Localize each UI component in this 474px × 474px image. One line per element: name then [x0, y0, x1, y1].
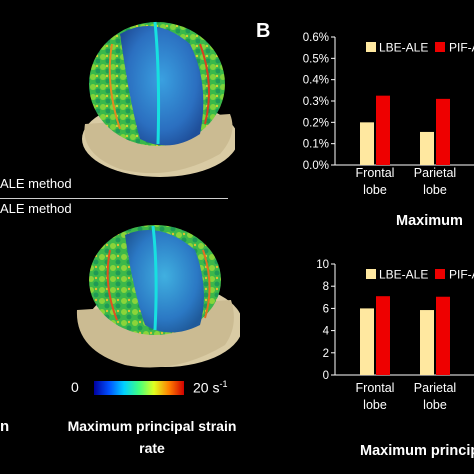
- brain-image-top: [82, 21, 235, 177]
- y-tick-label: 0.3%: [303, 96, 329, 108]
- y-tick-label: 10: [316, 259, 329, 271]
- left-caption-line2: rate: [139, 440, 165, 456]
- bar-lbe-ale: [360, 308, 374, 375]
- legend-label-lbe: LBE-ALE: [379, 268, 428, 282]
- x-tick-label: Parietal: [414, 166, 456, 180]
- y-tick-label: 6: [323, 303, 329, 315]
- x-tick-label: lobe: [423, 183, 447, 197]
- y-tick-label: 2: [323, 348, 329, 360]
- bar-pif-ale: [436, 296, 450, 375]
- x-tick-label: Frontal: [356, 381, 395, 395]
- legend-swatch-pif: [435, 269, 445, 279]
- method-label-bottom: ALE method: [0, 201, 72, 216]
- legend-label-pif: PIF-A: [449, 41, 474, 55]
- y-tick-label: 0.5%: [303, 53, 329, 65]
- chart-caption: Maximum: [396, 213, 463, 229]
- bar-lbe-ale: [360, 122, 374, 165]
- y-tick-label: 0.0%: [303, 160, 329, 172]
- panel-label: B: [256, 20, 271, 42]
- x-tick-label: Parietal: [414, 381, 456, 395]
- x-tick-label: Frontal: [356, 166, 395, 180]
- y-tick-label: 4: [323, 326, 330, 338]
- chart-caption: Maximum principal: [360, 443, 474, 459]
- x-tick-label: lobe: [363, 398, 387, 412]
- legend-label-lbe: LBE-ALE: [379, 41, 428, 55]
- y-tick-label: 0.2%: [303, 117, 329, 129]
- y-tick-label: 0.6%: [303, 32, 329, 44]
- legend-swatch-pif: [435, 42, 445, 52]
- legend-label-pif: PIF-A: [449, 268, 474, 282]
- colorbar-max-label: 20 s-1: [193, 379, 228, 396]
- y-tick-label: 0.1%: [303, 139, 329, 151]
- chart-strain-percent: 0.0% 0.1% 0.2% 0.3% 0.4% 0.5% 0.6% Frontal lobe P…: [303, 32, 474, 229]
- divider: [0, 198, 228, 199]
- bar-lbe-ale: [420, 131, 434, 165]
- legend-swatch-lbe: [366, 269, 376, 279]
- chart-strain-rate: 0 2 4 6 8 10 Frontal lobe Parietal lobe LBE-ALE PIF…: [316, 259, 474, 459]
- y-tick-label: 0.4%: [303, 75, 329, 87]
- method-label-top: ALE method: [0, 176, 72, 191]
- x-tick-label: lobe: [423, 398, 447, 412]
- bar-pif-ale: [376, 296, 390, 375]
- left-caption-line1: Maximum principal strain: [67, 418, 237, 434]
- bar-pif-ale: [376, 95, 390, 165]
- y-tick-label: 8: [323, 281, 329, 293]
- bar-pif-ale: [436, 98, 450, 165]
- brain-image-bottom: [76, 225, 240, 368]
- bar-lbe-ale: [420, 310, 434, 375]
- legend-swatch-lbe: [366, 42, 376, 52]
- y-tick-label: 0: [323, 370, 329, 382]
- colorbar: [94, 381, 184, 395]
- colorbar-min-label: 0: [71, 379, 79, 395]
- x-tick-label: lobe: [363, 183, 387, 197]
- cut-label: n: [0, 418, 10, 435]
